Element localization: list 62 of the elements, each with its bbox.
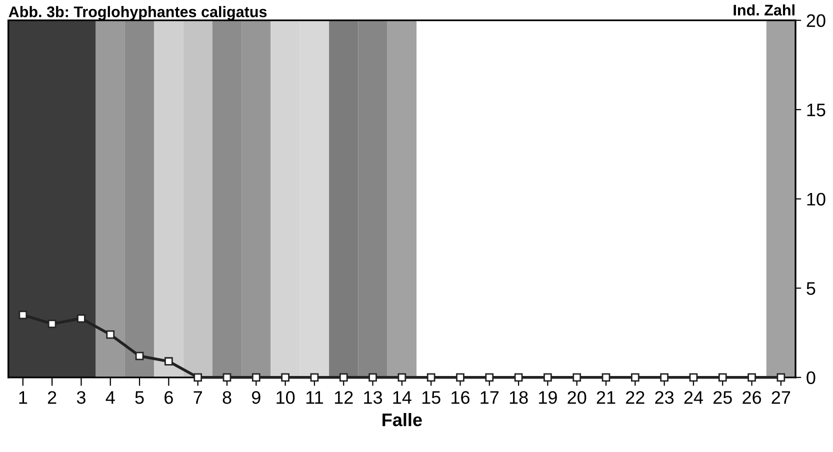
x-tick-label: 15 bbox=[422, 391, 440, 404]
point bbox=[398, 373, 406, 382]
x-tick-label: 12 bbox=[334, 391, 353, 404]
point bbox=[281, 373, 290, 382]
x-tick-label: 20 bbox=[568, 391, 586, 404]
point bbox=[748, 373, 756, 382]
y-axis-title: Ind. Zahl bbox=[734, 4, 794, 16]
point bbox=[514, 373, 523, 382]
x-tick-label: 16 bbox=[452, 391, 470, 404]
point bbox=[368, 373, 377, 382]
x-tick-label: 3 bbox=[76, 391, 86, 404]
x-tick-label: 11 bbox=[306, 391, 323, 404]
x-tick-label: 18 bbox=[510, 391, 528, 404]
y-tick-label: 15 bbox=[807, 104, 826, 116]
point bbox=[630, 373, 640, 382]
x-tick-label: 13 bbox=[364, 391, 382, 404]
x-tick-label: 14 bbox=[393, 391, 412, 404]
x-tick-label: 1 bbox=[19, 391, 28, 404]
point bbox=[485, 373, 494, 382]
x-tick-label: 7 bbox=[194, 391, 202, 404]
point bbox=[222, 373, 232, 382]
point bbox=[339, 373, 348, 382]
point bbox=[602, 373, 610, 382]
point bbox=[718, 373, 727, 382]
x-tick-label: 22 bbox=[626, 391, 644, 404]
point bbox=[48, 320, 56, 328]
x-tick-label: 19 bbox=[539, 391, 557, 404]
point bbox=[77, 314, 86, 323]
x-tick-label: 25 bbox=[713, 391, 732, 404]
point bbox=[660, 373, 668, 382]
x-tick-label: 17 bbox=[480, 391, 499, 404]
x-tick-label: 23 bbox=[655, 391, 674, 404]
y-tick-label: 20 bbox=[806, 14, 826, 28]
x-tick-label: 4 bbox=[106, 391, 115, 404]
point bbox=[689, 373, 698, 382]
point bbox=[544, 373, 552, 382]
point bbox=[310, 373, 319, 382]
x-tick-label: 5 bbox=[135, 391, 144, 404]
x-axis-title: Falle bbox=[382, 413, 422, 426]
x-tick-label: 21 bbox=[596, 391, 616, 404]
x-tick-label: 6 bbox=[164, 391, 173, 404]
x-tick-label: 8 bbox=[222, 391, 232, 404]
point bbox=[164, 357, 173, 366]
y-tick-label: 0 bbox=[806, 371, 816, 384]
point bbox=[776, 373, 786, 382]
point bbox=[135, 352, 144, 360]
point bbox=[456, 373, 464, 382]
point bbox=[194, 373, 202, 382]
x-tick-label: 24 bbox=[684, 391, 703, 404]
y-tick-label: 5 bbox=[806, 282, 816, 295]
chart-title: Abb. 3b: Troglohyphantes caligatus bbox=[8, 6, 267, 20]
x-tick-label: 9 bbox=[252, 391, 260, 404]
point bbox=[572, 373, 582, 382]
point bbox=[106, 330, 115, 339]
y-tick-label: 10 bbox=[807, 192, 826, 206]
point bbox=[252, 373, 260, 382]
x-tick-label: 27 bbox=[772, 391, 790, 404]
point bbox=[18, 310, 28, 320]
x-tick-label: 2 bbox=[48, 391, 56, 404]
x-tick-label: 26 bbox=[742, 391, 762, 404]
point bbox=[426, 373, 436, 382]
x-tick-label: 10 bbox=[276, 391, 295, 404]
